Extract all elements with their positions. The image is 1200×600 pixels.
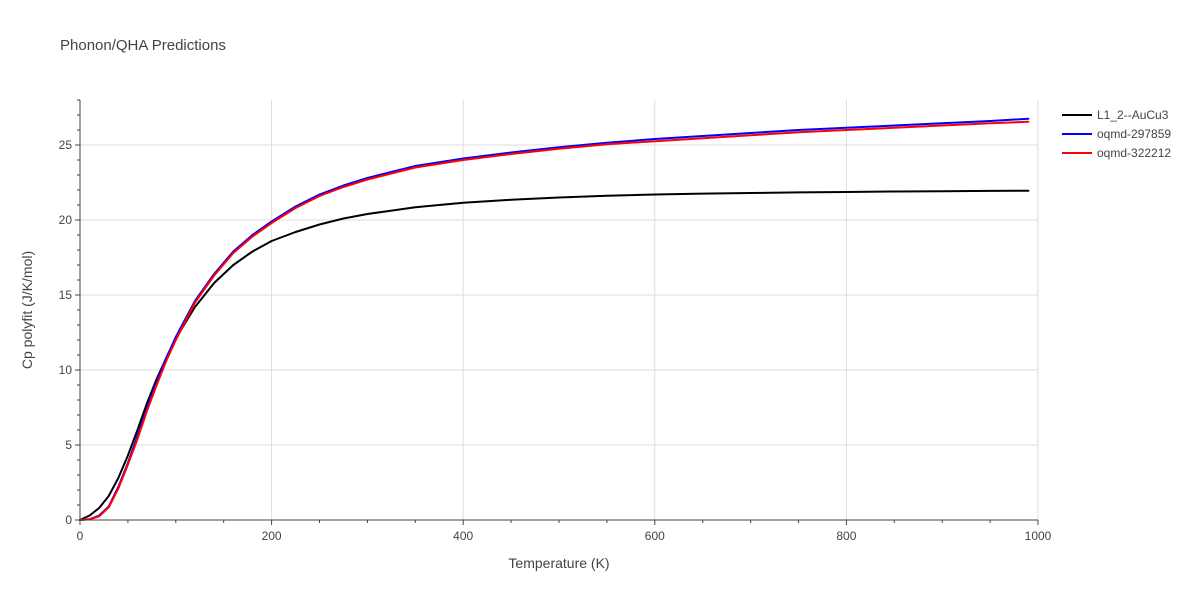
x-tick-label: 400 bbox=[453, 529, 473, 543]
y-tick-label: 10 bbox=[59, 363, 73, 377]
legend-item-oqmd-297859[interactable]: oqmd-297859 bbox=[1062, 127, 1171, 141]
y-tick-label: 20 bbox=[59, 213, 73, 227]
grid bbox=[80, 100, 1039, 520]
y-tick-label: 25 bbox=[59, 138, 73, 152]
legend[interactable]: L1_2--AuCu3 oqmd-297859 oqmd-322212 bbox=[1062, 108, 1171, 160]
legend-label: oqmd-297859 bbox=[1097, 127, 1171, 141]
x-tick-label: 0 bbox=[77, 529, 84, 543]
x-tick-label: 1000 bbox=[1025, 529, 1052, 543]
y-tick-label: 5 bbox=[65, 438, 72, 452]
legend-label: L1_2--AuCu3 bbox=[1097, 108, 1169, 122]
chart-title: Phonon/QHA Predictions bbox=[60, 37, 226, 54]
legend-label: oqmd-322212 bbox=[1097, 146, 1171, 160]
x-tick-label: 800 bbox=[836, 529, 856, 543]
x-axis-title: Temperature (K) bbox=[508, 555, 609, 571]
plot-area bbox=[79, 117, 1030, 521]
y-tick-label: 15 bbox=[59, 288, 73, 302]
x-tick-label: 600 bbox=[645, 529, 665, 543]
series-line-oqmd-322212 bbox=[79, 120, 1030, 521]
series-line-L1_2--AuCu3 bbox=[79, 189, 1030, 521]
x-tick-label: 200 bbox=[262, 529, 282, 543]
legend-item-L1_2--AuCu3[interactable]: L1_2--AuCu3 bbox=[1062, 108, 1169, 122]
y-axis-title: Cp polyfit (J/K/mol) bbox=[19, 251, 35, 369]
y-tick-label: 0 bbox=[65, 513, 72, 527]
legend-item-oqmd-322212[interactable]: oqmd-322212 bbox=[1062, 146, 1171, 160]
series-line-oqmd-297859 bbox=[79, 117, 1030, 521]
axes: 0 200 400 600 800 1000 0 5 10 15 20 25 bbox=[59, 99, 1052, 543]
